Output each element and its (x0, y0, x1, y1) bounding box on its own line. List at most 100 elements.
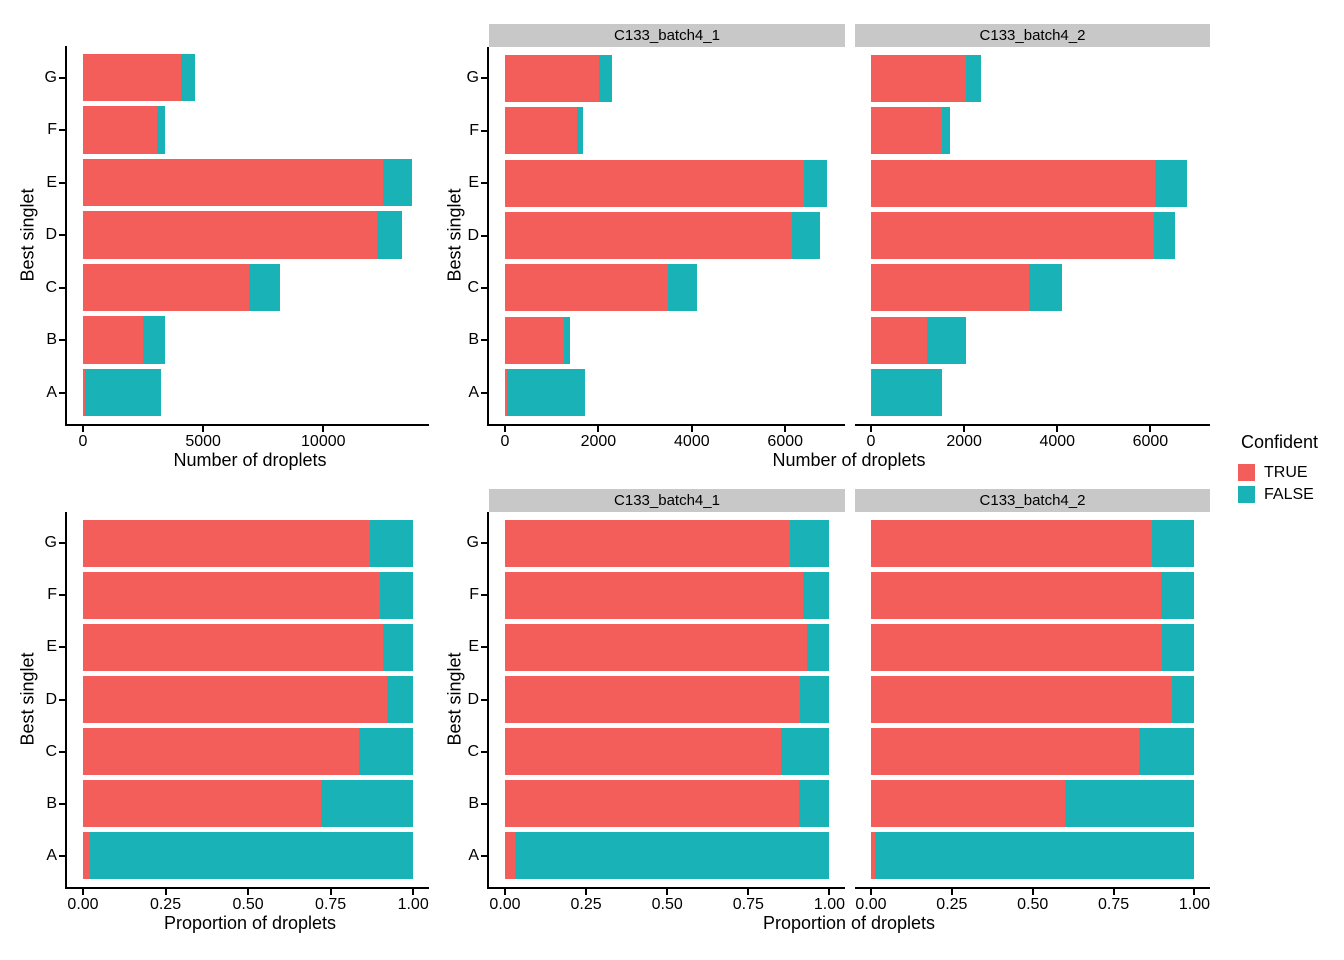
bar-segment-true-A (83, 368, 85, 417)
x-tick-label: 5000 (185, 433, 221, 450)
bar-segment-true-A (83, 832, 90, 880)
x-tick-mark (202, 426, 205, 432)
bar-segment-false-F (576, 107, 583, 155)
x-tick-label: 0.25 (570, 896, 602, 913)
y-tick-mark (59, 698, 65, 701)
bar-segment-true-C (83, 263, 249, 312)
y-tick-mark (59, 854, 65, 857)
y-tick-label-D: D (467, 226, 479, 244)
x-tick-mark (1149, 426, 1152, 432)
bar-segment-true-C (871, 264, 1030, 312)
bar-segment-true-F (83, 106, 157, 154)
y-tick-label-A: A (468, 846, 479, 864)
bar-segment-true-E (83, 158, 384, 207)
x-tick-label: 0 (78, 433, 88, 450)
legend-label-true: TRUE (1264, 464, 1308, 481)
bar-segment-true-F (83, 571, 381, 619)
y-tick-label-D: D (467, 690, 479, 708)
x-tick-mark (950, 889, 953, 895)
bar-segment-false-B (1065, 780, 1195, 828)
bar-segment-false-G (370, 519, 414, 567)
bar-segment-false-G (790, 519, 830, 567)
y-tick-mark (59, 76, 65, 79)
y-tick-mark (481, 542, 487, 545)
x-axis-line (487, 887, 845, 889)
bar-segment-true-D (505, 211, 792, 260)
y-tick-mark (481, 750, 487, 753)
x-tick-mark (963, 426, 966, 432)
y-tick-label-E: E (46, 638, 57, 656)
x-tick-label: 6000 (767, 433, 804, 450)
x-tick-mark (690, 426, 693, 432)
y-tick-mark (481, 646, 487, 649)
bar-segment-true-F (871, 571, 1161, 619)
bar-segment-true-B (83, 780, 321, 828)
y-tick-mark (59, 181, 65, 184)
x-tick-mark (666, 889, 669, 895)
facet-strip-prop-batch2: C133_batch4_2 (855, 489, 1210, 512)
bar-segment-true-A (505, 832, 515, 880)
bar-segment-false-C (780, 728, 830, 776)
x-tick-mark (82, 426, 84, 432)
x-tick-label: 0.50 (1017, 896, 1049, 913)
legend-item-false: FALSE (1238, 486, 1318, 503)
bar-segment-false-D (1171, 676, 1195, 723)
y-tick-label-G: G (44, 68, 57, 86)
bar-segment-true-D (505, 676, 801, 723)
bar-segment-true-B (871, 780, 1066, 828)
bar-segment-true-G (83, 519, 371, 567)
x-tick-label: 0.75 (732, 896, 764, 913)
bar-segment-false-B (927, 316, 966, 364)
facet-strip-counts-batch2: C133_batch4_2 (855, 24, 1210, 47)
legend-swatch-false-icon (1238, 486, 1255, 503)
bar-segment-true-A (505, 369, 508, 417)
y-tick-mark (481, 286, 487, 289)
bar-segment-false-C (248, 263, 281, 312)
bar-segment-false-C (1139, 728, 1195, 776)
x-tick-label: 0.75 (1098, 896, 1130, 913)
bar-segment-true-D (871, 676, 1172, 723)
y-axis-title-prop-all: Best singlet (17, 652, 38, 746)
bar-segment-false-A (507, 369, 586, 417)
x-tick-mark (585, 889, 588, 895)
bar-segment-false-D (800, 676, 830, 723)
bar-segment-false-D (376, 211, 403, 259)
x-axis-title-prop-facets: Proportion of droplets (762, 913, 936, 933)
x-axis-title-counts-facets: Number of droplets (772, 450, 926, 470)
x-tick-mark (247, 889, 250, 895)
x-tick-label: 1.00 (1178, 896, 1211, 913)
y-axis-title-prop-facets: Best singlet (444, 652, 465, 746)
x-axis-line (855, 887, 1210, 889)
legend-item-true: TRUE (1238, 464, 1318, 481)
bar-segment-false-B (564, 316, 571, 364)
bar-segment-false-B (798, 780, 830, 828)
x-tick-label: 10000 (301, 433, 346, 450)
x-tick-mark (870, 426, 872, 432)
y-axis-line (487, 512, 489, 887)
x-tick-mark (504, 889, 506, 895)
y-tick-mark (59, 542, 65, 545)
x-axis-title-counts-all: Number of droplets (173, 450, 327, 470)
bar-segment-true-G (871, 54, 967, 102)
y-tick-label-C: C (45, 278, 57, 296)
x-tick-label: 2000 (946, 433, 982, 450)
y-tick-label-D: D (45, 690, 57, 708)
bar-segment-false-F (1160, 571, 1195, 619)
bar-segment-false-C (358, 728, 414, 776)
legend-title: Confident (1241, 432, 1319, 452)
x-tick-label: 0.25 (149, 896, 182, 913)
y-tick-mark (59, 129, 65, 131)
bar-segment-false-D (791, 211, 821, 260)
bar-segment-true-E (505, 159, 804, 207)
bar-segment-false-E (383, 623, 414, 671)
y-tick-label-G: G (466, 69, 479, 87)
x-tick-label: 1.00 (397, 896, 429, 913)
x-tick-mark (747, 889, 750, 895)
bar-segment-false-A (514, 832, 830, 880)
x-tick-label: 4000 (1039, 433, 1076, 450)
bar-segment-false-D (386, 676, 414, 723)
y-axis-line (65, 46, 67, 424)
bar-segment-false-F (942, 107, 951, 155)
x-axis-line (855, 424, 1210, 426)
bar-segment-false-A (89, 832, 414, 880)
